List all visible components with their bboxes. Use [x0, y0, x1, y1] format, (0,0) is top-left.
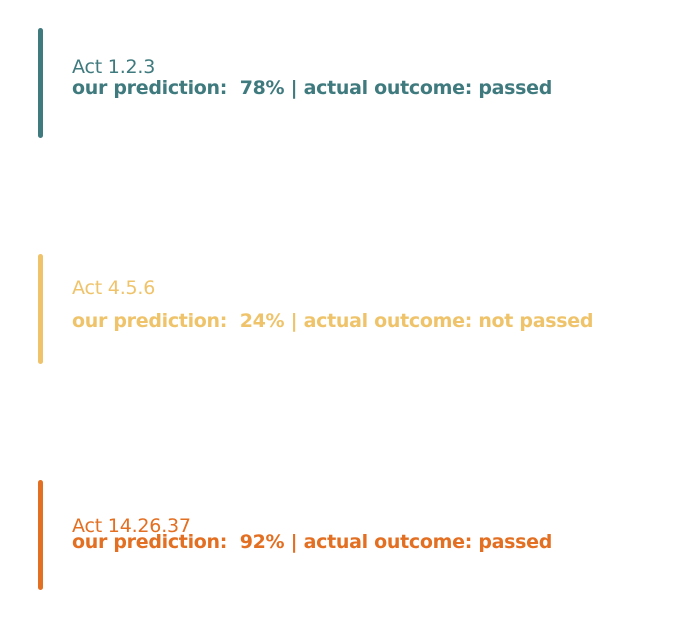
accent-bar	[38, 28, 43, 138]
accent-bar	[38, 254, 43, 364]
separator: |	[290, 531, 298, 553]
act-title: Act 4.5.6	[72, 277, 156, 299]
outcome-value: passed	[478, 77, 553, 99]
act-title: Act 1.2.3	[72, 56, 156, 78]
prediction-line: our prediction: 24% | actual outcome: no…	[72, 312, 593, 331]
outcome-value: passed	[478, 531, 553, 553]
entry-text: Act 4.5.6 our prediction: 24% | actual o…	[72, 279, 593, 331]
outcome-label: actual outcome:	[303, 77, 473, 99]
accent-bar	[38, 480, 43, 590]
prediction-value: 24%	[239, 310, 285, 332]
entry-text: Act 1.2.3 our prediction: 78% | actual o…	[72, 58, 552, 98]
prediction-value: 78%	[239, 77, 285, 99]
entry-text: Act 14.26.37 our prediction: 92% | actua…	[72, 517, 552, 552]
prediction-line: our prediction: 78% | actual outcome: pa…	[72, 79, 552, 98]
outcome-label: actual outcome:	[303, 531, 473, 553]
prediction-line: our prediction: 92% | actual outcome: pa…	[72, 533, 552, 552]
prediction-label: our prediction:	[72, 310, 228, 332]
separator: |	[290, 310, 298, 332]
prediction-label: our prediction:	[72, 77, 228, 99]
prediction-label: our prediction:	[72, 531, 228, 553]
outcome-label: actual outcome:	[303, 310, 473, 332]
act-title: Act 14.26.37	[72, 515, 191, 537]
prediction-value: 92%	[239, 531, 285, 553]
separator: |	[290, 77, 298, 99]
outcome-value: not passed	[478, 310, 594, 332]
